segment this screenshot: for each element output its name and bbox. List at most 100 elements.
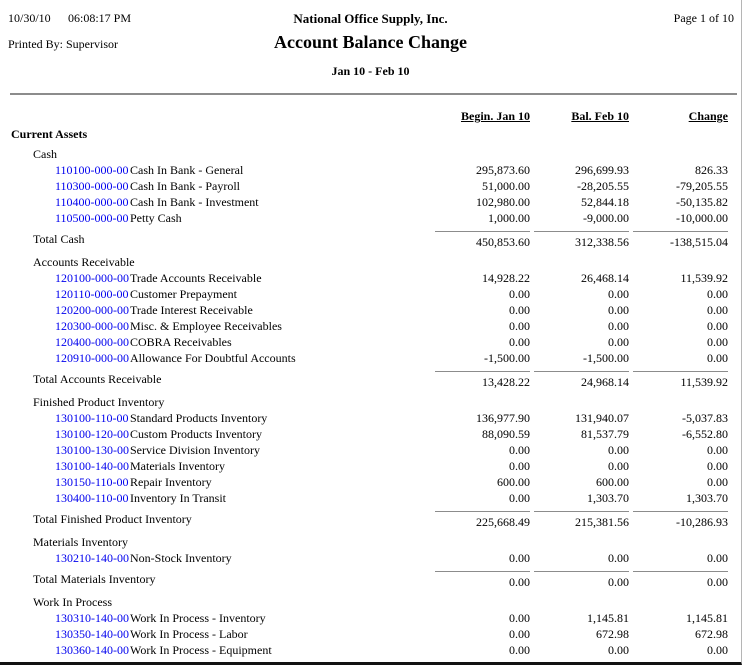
report-header: 10/30/10 06:08:17 PM Printed By: Supervi… bbox=[0, 0, 741, 95]
report-title: Account Balance Change bbox=[274, 32, 467, 52]
change-value: 0.00 bbox=[707, 287, 728, 301]
change-value: 672.98 bbox=[695, 627, 728, 641]
account-number-link[interactable]: 130150-110-00 bbox=[55, 475, 129, 489]
account-number-link[interactable]: 110500-000-00 bbox=[55, 211, 129, 225]
account-label: 130360-140-00Work In Process - Equipment bbox=[11, 642, 431, 658]
begin-value: 0.00 bbox=[509, 335, 530, 349]
bal-value: -28,205.55 bbox=[577, 179, 629, 193]
column-header-bal: Bal. Feb 10 bbox=[571, 109, 629, 123]
begin-value: 0.00 bbox=[509, 319, 530, 333]
total-label: Total Cash bbox=[33, 232, 85, 246]
company-name: National Office Supply, Inc. bbox=[293, 11, 448, 26]
account-number-link[interactable]: 130310-140-00 bbox=[55, 611, 129, 625]
begin-value: 14,928.22 bbox=[482, 271, 530, 285]
account-description: Non-Stock Inventory bbox=[130, 551, 232, 565]
account-row: 130350-140-00Work In Process - Labor 0.00… bbox=[11, 626, 728, 642]
total-change-value: 11,539.92 bbox=[633, 371, 728, 390]
account-label: 120100-000-00Trade Accounts Receivable bbox=[11, 270, 431, 286]
account-number-link[interactable]: 120300-000-00 bbox=[55, 319, 129, 333]
table-column-headers: Begin. Jan 10 Bal. Feb 10 Change bbox=[11, 95, 728, 124]
change-value: 11,539.92 bbox=[680, 271, 728, 285]
account-label: 120910-000-00Allowance For Doubtful Acco… bbox=[11, 350, 431, 366]
account-number-link[interactable]: 120200-000-00 bbox=[55, 303, 129, 317]
printed-by: Printed By: Supervisor bbox=[8, 37, 118, 51]
bal-value: 81,537.79 bbox=[581, 427, 629, 441]
begin-value: 102,980.00 bbox=[476, 195, 530, 209]
account-row: 120100-000-00Trade Accounts Receivable 14… bbox=[11, 270, 728, 286]
begin-value: 0.00 bbox=[509, 491, 530, 505]
account-label: 130100-130-00Service Division Inventory bbox=[11, 442, 431, 458]
account-number-link[interactable]: 120910-000-00 bbox=[55, 351, 129, 365]
begin-value: 0.00 bbox=[509, 551, 530, 565]
header-rule bbox=[10, 93, 737, 95]
section-heading: Finished Product Inventory bbox=[33, 395, 165, 409]
account-row: 130100-130-00Service Division Inventory 0… bbox=[11, 442, 728, 458]
begin-value: 0.00 bbox=[509, 643, 530, 657]
account-number-link[interactable]: 130100-120-00 bbox=[55, 427, 129, 441]
bal-value: 131,940.07 bbox=[575, 411, 629, 425]
account-label: 130100-120-00Custom Products Inventory bbox=[11, 426, 431, 442]
account-label: 130310-140-00Work In Process - Inventory bbox=[11, 610, 431, 626]
begin-value: 295,873.60 bbox=[476, 163, 530, 177]
change-value: 0.00 bbox=[707, 443, 728, 457]
root-heading-row: Current Assets bbox=[11, 126, 728, 142]
change-value: 0.00 bbox=[707, 475, 728, 489]
account-number-link[interactable]: 110400-000-00 bbox=[55, 195, 129, 209]
account-number-link[interactable]: 130100-110-00 bbox=[55, 411, 129, 425]
change-value: 1,303.70 bbox=[686, 491, 728, 505]
begin-value: -1,500.00 bbox=[484, 351, 530, 365]
begin-value: 0.00 bbox=[509, 287, 530, 301]
total-begin-value: 450,853.60 bbox=[435, 231, 530, 250]
bal-value: -9,000.00 bbox=[583, 211, 629, 225]
total-label: Total Materials Inventory bbox=[33, 572, 156, 586]
account-number-link[interactable]: 130210-140-00 bbox=[55, 551, 129, 565]
report-body: Begin. Jan 10 Bal. Feb 10 Change Current… bbox=[0, 95, 741, 658]
account-number-link[interactable]: 120110-000-00 bbox=[55, 287, 129, 301]
account-label: 110400-000-00Cash In Bank - Investment bbox=[11, 194, 431, 210]
account-label: 130210-140-00Non-Stock Inventory bbox=[11, 550, 431, 566]
report-sections: Cash 110100-000-00Cash In Bank - General 2… bbox=[11, 146, 728, 658]
account-row: 120110-000-00Customer Prepayment 0.00 0.00… bbox=[11, 286, 728, 302]
account-description: Cash In Bank - Investment bbox=[130, 195, 259, 209]
change-value: -5,037.83 bbox=[682, 411, 728, 425]
account-description: Allowance For Doubtful Accounts bbox=[130, 351, 296, 365]
account-label: 110300-000-00Cash In Bank - Payroll bbox=[11, 178, 431, 194]
root-heading: Current Assets bbox=[11, 127, 88, 141]
account-number-link[interactable]: 110300-000-00 bbox=[55, 179, 129, 193]
account-row: 120400-000-00COBRA Receivables 0.00 0.00 0.… bbox=[11, 334, 728, 350]
account-number-link[interactable]: 130100-130-00 bbox=[55, 443, 129, 457]
total-bal-value: 0.00 bbox=[534, 571, 629, 590]
bal-value: 0.00 bbox=[608, 319, 629, 333]
change-value: 0.00 bbox=[707, 351, 728, 365]
total-change-value: -138,515.04 bbox=[633, 231, 728, 250]
change-value: 0.00 bbox=[707, 643, 728, 657]
account-row: 120300-000-00Misc. & Employee Receivable… bbox=[11, 318, 728, 334]
bal-value: 600.00 bbox=[596, 475, 629, 489]
account-description: Trade Interest Receivable bbox=[130, 303, 253, 317]
bal-value: 0.00 bbox=[608, 335, 629, 349]
account-number-link[interactable]: 130350-140-00 bbox=[55, 627, 129, 641]
account-label: 130400-110-00Inventory In Transit bbox=[11, 490, 431, 506]
account-number-link[interactable]: 120400-000-00 bbox=[55, 335, 129, 349]
bal-value: 0.00 bbox=[608, 459, 629, 473]
total-label: Total Accounts Receivable bbox=[33, 372, 162, 386]
begin-value: 600.00 bbox=[497, 475, 530, 489]
account-number-link[interactable]: 130100-140-00 bbox=[55, 459, 129, 473]
bal-value: 672.98 bbox=[596, 627, 629, 641]
account-number-link[interactable]: 130400-110-00 bbox=[55, 491, 129, 505]
account-description: Misc. & Employee Receivables bbox=[130, 319, 282, 333]
account-row: 130150-110-00Repair Inventory 600.00 600.0… bbox=[11, 474, 728, 490]
account-row: 130360-140-00Work In Process - Equipment… bbox=[11, 642, 728, 658]
account-number-link[interactable]: 120100-000-00 bbox=[55, 271, 129, 285]
change-value: 0.00 bbox=[707, 303, 728, 317]
account-label: 130100-140-00Materials Inventory bbox=[11, 458, 431, 474]
account-description: Repair Inventory bbox=[130, 475, 212, 489]
section-heading: Accounts Receivable bbox=[33, 255, 135, 269]
change-value: 0.00 bbox=[707, 335, 728, 349]
report-period: Jan 10 - Feb 10 bbox=[331, 64, 410, 78]
bal-value: 1,145.81 bbox=[587, 611, 629, 625]
total-bal-value: 312,338.56 bbox=[534, 231, 629, 250]
account-number-link[interactable]: 110100-000-00 bbox=[55, 163, 129, 177]
account-number-link[interactable]: 130360-140-00 bbox=[55, 643, 129, 657]
